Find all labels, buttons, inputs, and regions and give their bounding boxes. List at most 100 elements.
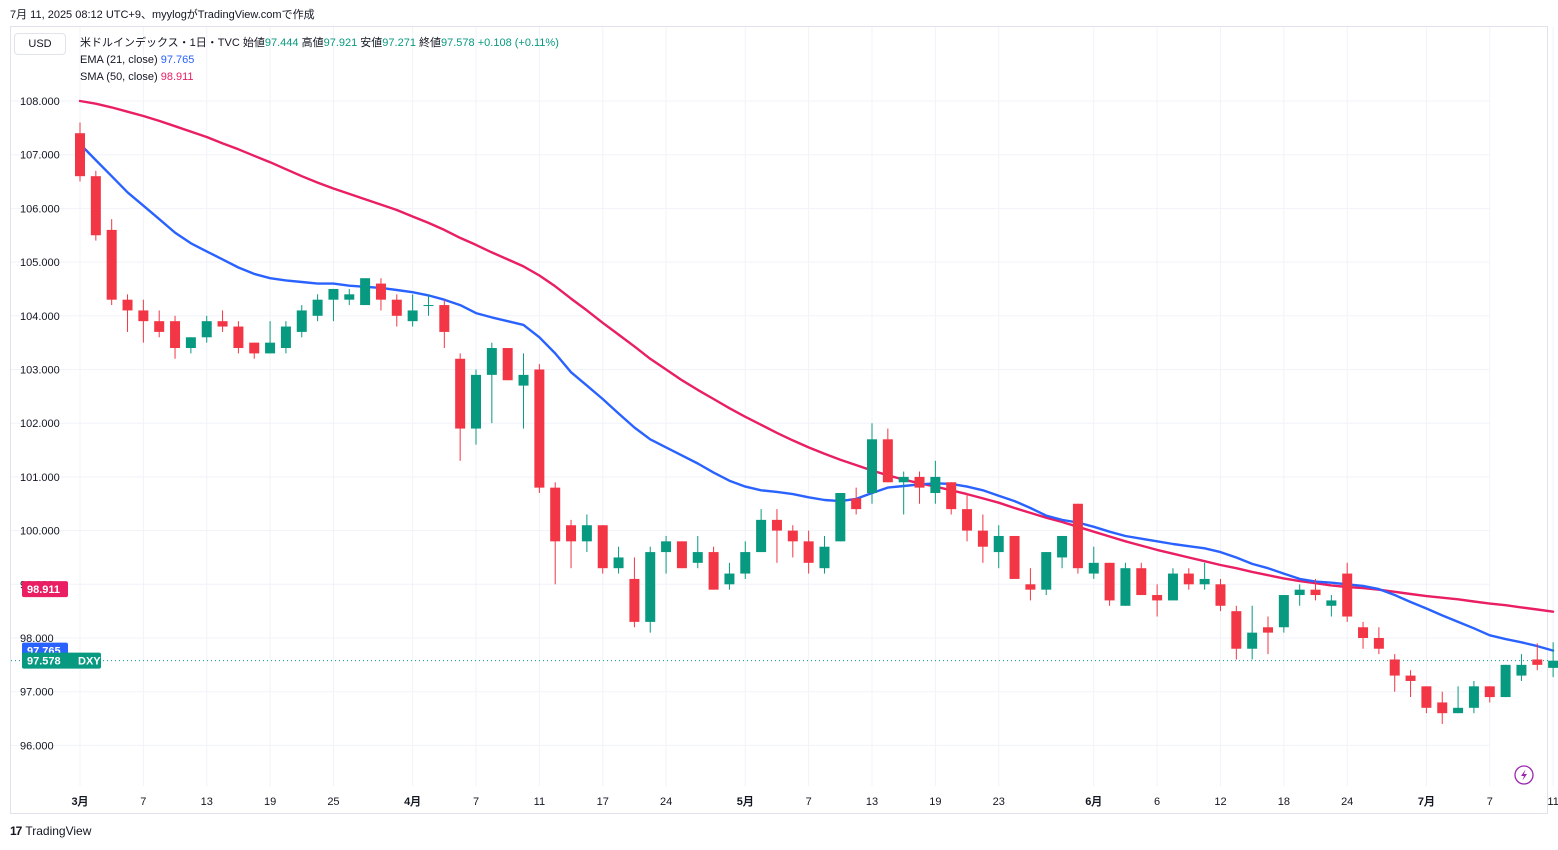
y-tick-label: 106.000 bbox=[20, 203, 60, 215]
candle bbox=[1183, 568, 1194, 590]
candle-body bbox=[1231, 611, 1242, 649]
candle-body bbox=[296, 310, 307, 332]
candle-body bbox=[1104, 562, 1115, 601]
candle-body bbox=[280, 326, 291, 349]
candle-body bbox=[439, 305, 450, 332]
candle bbox=[1326, 595, 1337, 617]
ema-legend-row[interactable]: EMA (21, close) 97.765 bbox=[80, 52, 559, 69]
x-tick-label: 24 bbox=[660, 796, 672, 808]
candle bbox=[566, 519, 577, 569]
x-tick-label: 19 bbox=[929, 796, 941, 808]
candle bbox=[138, 299, 149, 343]
chart-grid bbox=[11, 27, 1554, 786]
candle bbox=[90, 170, 101, 241]
candle bbox=[1199, 562, 1210, 590]
candle bbox=[581, 514, 592, 553]
y-tick-label: 98.000 bbox=[20, 633, 54, 645]
candle-body bbox=[930, 476, 941, 494]
candle bbox=[629, 557, 640, 628]
chart-legend: 米ドルインデックス・1日・TVC 始値97.444 高値97.921 安値97.… bbox=[80, 35, 559, 86]
candle-body bbox=[819, 546, 830, 569]
candle bbox=[1484, 686, 1495, 703]
candle-body bbox=[1247, 632, 1258, 649]
candle bbox=[819, 535, 830, 574]
candle bbox=[312, 294, 323, 322]
y-tick-label: 107.000 bbox=[20, 150, 60, 162]
high-label: 高値 bbox=[301, 37, 324, 49]
candle bbox=[1310, 578, 1321, 601]
candle-body bbox=[692, 552, 703, 563]
x-tick-label: 5月 bbox=[737, 795, 754, 808]
candle-body bbox=[391, 299, 402, 316]
candle-body bbox=[407, 310, 418, 322]
sma-value: 98.911 bbox=[160, 71, 194, 83]
replay-icon[interactable] bbox=[1514, 765, 1534, 785]
candle-body bbox=[1152, 595, 1163, 601]
candle-body bbox=[1057, 535, 1068, 558]
candle-body bbox=[1088, 562, 1099, 574]
candle bbox=[692, 535, 703, 569]
x-tick-label: 7 bbox=[806, 796, 812, 808]
candle-body bbox=[265, 342, 276, 354]
candle-body bbox=[423, 305, 434, 307]
candle-body bbox=[1516, 664, 1527, 676]
candle bbox=[613, 546, 624, 574]
candle-body bbox=[1389, 659, 1400, 676]
candle bbox=[1516, 654, 1527, 681]
symbol-legend-row[interactable]: 米ドルインデックス・1日・TVC 始値97.444 高値97.921 安値97.… bbox=[80, 35, 559, 52]
candle-body bbox=[771, 519, 782, 531]
candle-body bbox=[217, 321, 228, 327]
ema-line-layer bbox=[78, 142, 1555, 652]
candle bbox=[280, 321, 291, 354]
candle bbox=[597, 525, 608, 574]
candle-body bbox=[1437, 702, 1448, 714]
candle-body bbox=[106, 229, 117, 300]
candle-body bbox=[518, 374, 529, 386]
candle bbox=[724, 562, 735, 590]
candle-body bbox=[1453, 707, 1464, 714]
candle-body bbox=[1183, 573, 1194, 585]
chart-caption: 7月 11, 2025 08:12 UTC+9、myylogがTradingVi… bbox=[10, 9, 315, 21]
currency-button[interactable]: USD bbox=[14, 33, 66, 55]
candle-body bbox=[993, 535, 1004, 553]
candle bbox=[1548, 642, 1558, 678]
candle-body bbox=[756, 519, 767, 553]
candle-body bbox=[455, 358, 466, 429]
sma-legend-row[interactable]: SMA (50, close) 98.911 bbox=[80, 69, 559, 86]
candle-body bbox=[914, 476, 925, 488]
ema21-line bbox=[78, 142, 1555, 652]
candle bbox=[518, 353, 529, 429]
candle bbox=[455, 353, 466, 461]
candle-body bbox=[1468, 686, 1479, 708]
candle bbox=[661, 535, 672, 574]
candle-body bbox=[360, 278, 371, 306]
x-tick-label: 4月 bbox=[404, 795, 421, 808]
candle bbox=[930, 460, 941, 504]
ema-value: 97.765 bbox=[160, 54, 195, 66]
candle bbox=[1453, 686, 1464, 714]
x-tick-label: 13 bbox=[201, 796, 213, 808]
x-tick-label: 12 bbox=[1214, 796, 1226, 808]
candle-body bbox=[1072, 503, 1083, 569]
tradingview-logo[interactable]: 17 TradingView bbox=[10, 824, 91, 838]
candle bbox=[391, 294, 402, 327]
candle bbox=[1231, 605, 1242, 660]
candle bbox=[170, 315, 181, 359]
x-tick-label: 25 bbox=[327, 796, 339, 808]
candle-body bbox=[75, 133, 85, 177]
x-tick-label: 7月 bbox=[1418, 795, 1435, 808]
candle-body bbox=[676, 541, 687, 569]
candle-body bbox=[1136, 568, 1147, 596]
last-price-badge-bg bbox=[22, 652, 101, 669]
candle bbox=[471, 369, 481, 445]
candle-body bbox=[1278, 595, 1289, 628]
symbol-label: 米ドルインデックス・1日・TVC bbox=[80, 37, 240, 49]
candle bbox=[534, 364, 545, 494]
candle-body bbox=[581, 525, 592, 542]
x-axis: 3月 7 13 19 25 4月 7 11 17 24 5月 7 13 19 23 6月 6 12 18 24 7月 7 1… bbox=[71, 795, 1558, 808]
candle-body bbox=[1009, 535, 1020, 579]
candle bbox=[962, 493, 973, 542]
candle-body bbox=[170, 321, 181, 349]
candle bbox=[185, 337, 196, 354]
